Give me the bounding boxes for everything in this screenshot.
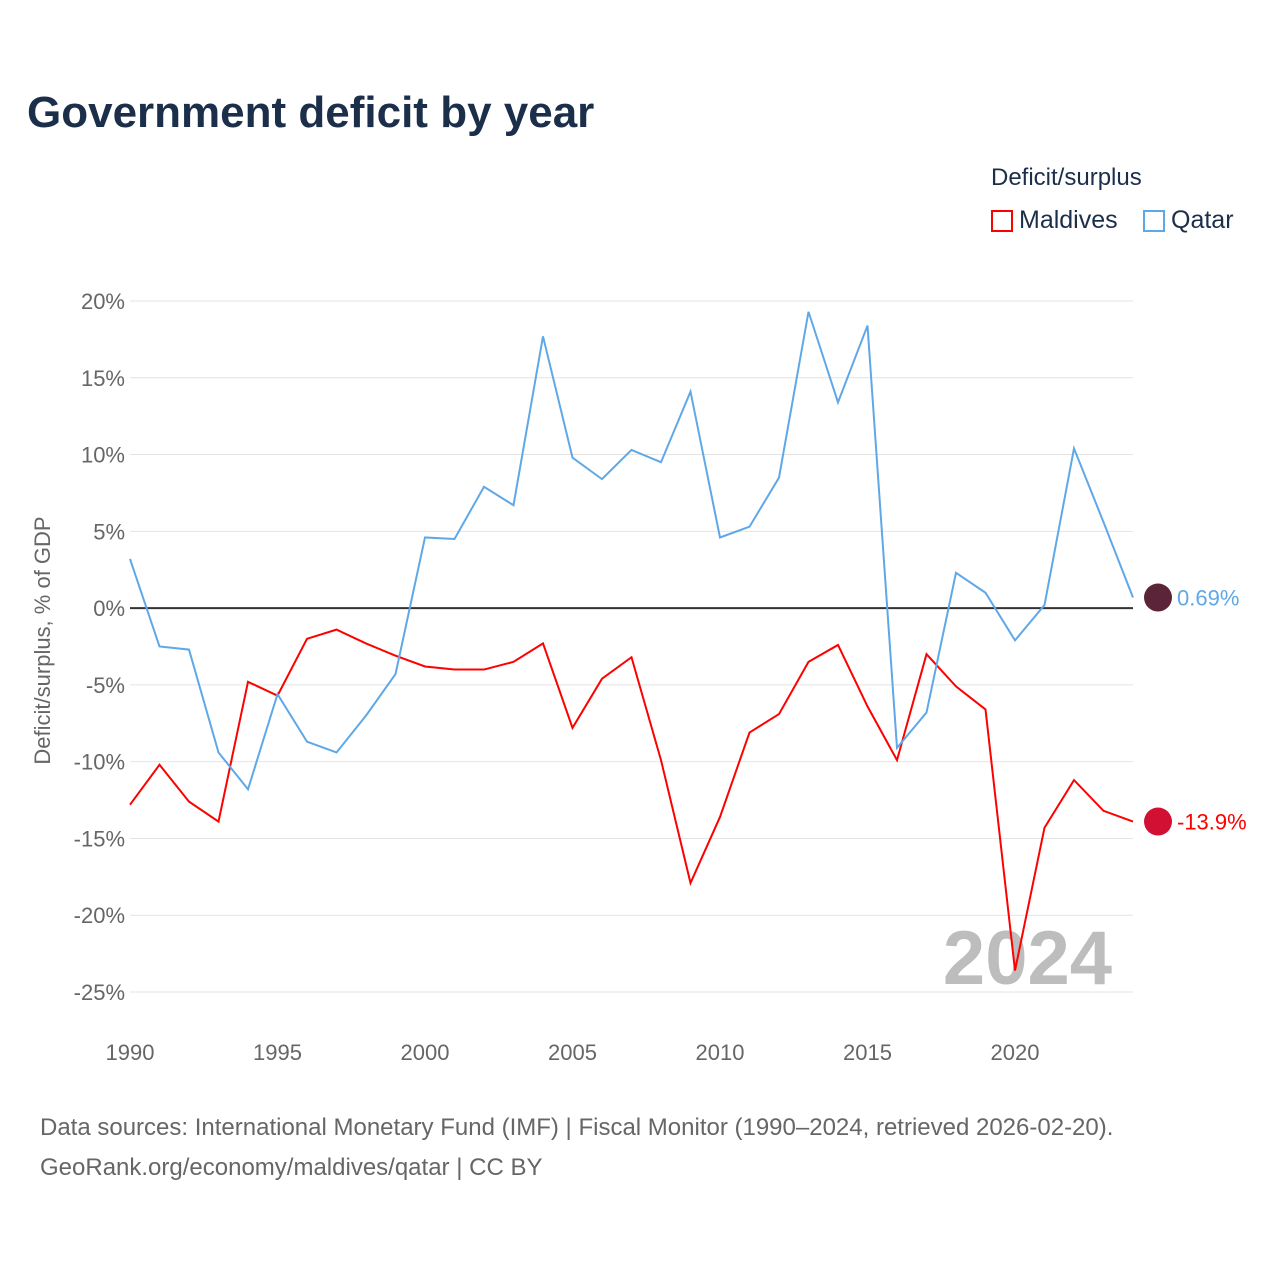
y-tick-label: 15%: [81, 366, 125, 391]
source-line: Data sources: International Monetary Fun…: [40, 1114, 1114, 1141]
y-tick-label: -25%: [74, 980, 125, 1005]
end-value-label: 0.69%: [1177, 586, 1239, 611]
legend-item-maldives[interactable]: Maldives: [991, 206, 1118, 235]
source-link[interactable]: GeoRank.org/economy/maldives/qatar | CC …: [40, 1154, 543, 1181]
x-tick-label: 2015: [843, 1040, 892, 1065]
x-tick-label: 2010: [696, 1040, 745, 1065]
x-tick-label: 1995: [253, 1040, 302, 1065]
y-tick-label: 0%: [93, 596, 125, 621]
y-tick-label: 10%: [81, 443, 125, 468]
y-tick-label: -10%: [74, 750, 125, 775]
series-line-maldives: [129, 628, 1134, 971]
legend-label: Maldives: [1019, 206, 1118, 234]
y-tick-label: 5%: [93, 519, 125, 544]
flag-marker-maldives: [1144, 807, 1172, 836]
source-note: Data sources: International Monetary Fun…: [40, 1108, 1113, 1188]
y-axis-label: Deficit/surplus, % of GDP: [30, 516, 55, 764]
series-line-qatar: [129, 311, 1134, 792]
y-tick-label: 20%: [81, 289, 125, 314]
y-tick-label: -15%: [74, 826, 125, 851]
x-tick-label: 1990: [106, 1040, 155, 1065]
legend-swatch-maldives: [991, 209, 1013, 232]
y-tick-label: -5%: [86, 673, 125, 698]
end-value-label: -13.9%: [1177, 810, 1247, 835]
legend-item-qatar[interactable]: Qatar: [1143, 206, 1234, 235]
y-tick-label: -20%: [74, 903, 125, 928]
chart-title: Government deficit by year: [27, 88, 595, 137]
legend-title: Deficit/surplus: [991, 164, 1142, 191]
x-tick-label: 2020: [991, 1040, 1040, 1065]
x-tick-label: 2000: [401, 1040, 450, 1065]
flag-marker-qatar: [1144, 583, 1172, 612]
year-label: 2024: [943, 916, 1112, 1001]
x-tick-label: 2005: [548, 1040, 597, 1065]
legend-label: Qatar: [1171, 206, 1234, 234]
legend-swatch-qatar: [1143, 209, 1165, 232]
